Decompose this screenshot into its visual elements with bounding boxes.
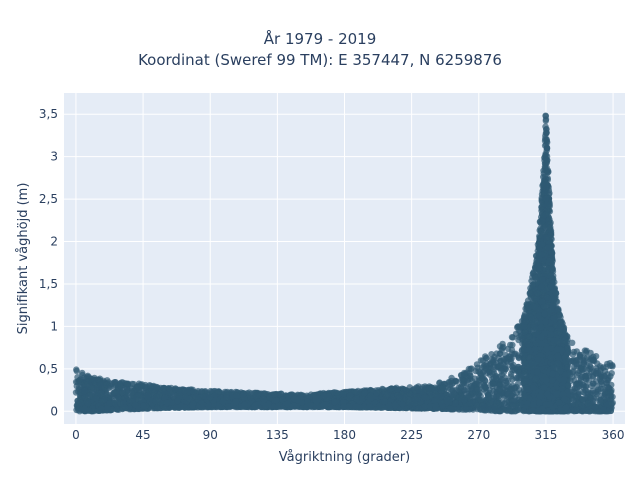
chart-title: År 1979 - 2019 [263, 30, 377, 48]
chart-subtitle: Koordinat (Sweref 99 TM): E 357447, N 62… [138, 51, 502, 69]
data-points [72, 112, 616, 415]
data-point [509, 376, 516, 383]
data-point [588, 368, 595, 376]
data-point [508, 334, 516, 341]
data-point [569, 339, 576, 346]
data-point [124, 385, 131, 393]
data-point [465, 365, 473, 373]
data-point [573, 362, 580, 370]
data-point [73, 366, 80, 373]
data-point [515, 333, 523, 341]
data-point [587, 349, 594, 357]
data-point [569, 351, 577, 358]
